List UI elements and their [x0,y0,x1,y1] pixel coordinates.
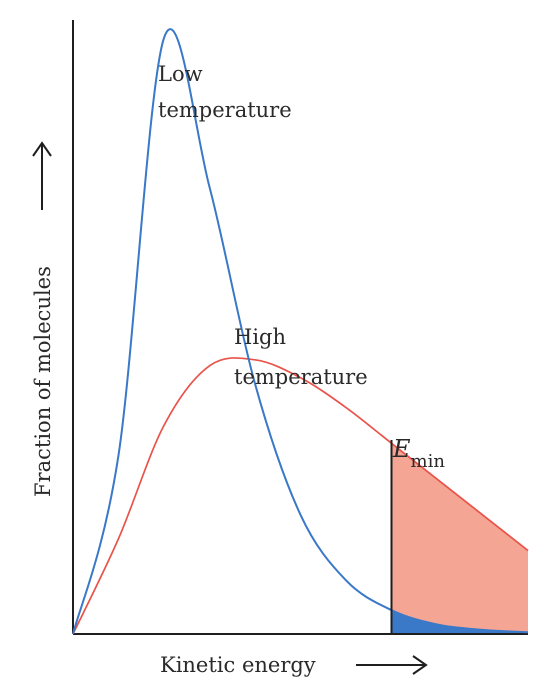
high-temperature-curve [72,357,529,635]
y-axis-arrow-icon [32,141,52,210]
emin-label: Emin [392,435,445,472]
high-temp-label-line1: High [234,325,286,349]
x-axis-arrow-icon [356,655,428,675]
high-temp-shaded-area [391,357,528,634]
emin-label-main: E [392,435,411,463]
x-axis-label: Kinetic energy [160,653,316,677]
low-temp-label-line2: temperature [158,98,292,122]
y-axis-label: Fraction of molecules [31,266,55,497]
low-temp-label-line1: Low [158,62,203,86]
emin-label-subscript: min [411,451,446,472]
low-temperature-curve [72,28,529,635]
high-temp-label-line2: temperature [234,365,368,389]
